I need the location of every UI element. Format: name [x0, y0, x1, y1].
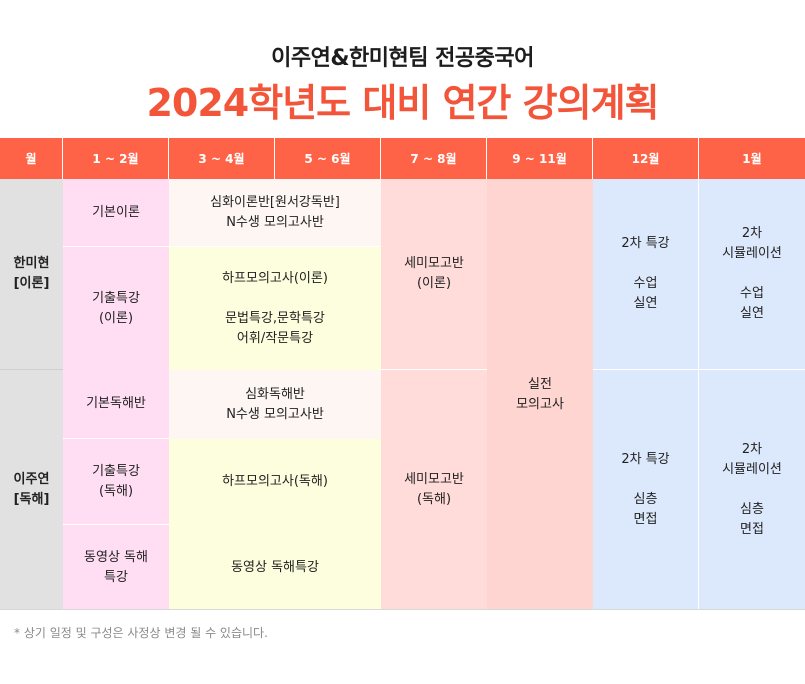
cell-hmh-half: 하프모의고사(이론) 문법특강,문학특강 어휘/작문특강: [169, 247, 381, 370]
cell-ljy-video-course: 동영상 독해특강: [169, 525, 381, 610]
footnote: * 상기 일정 및 구성은 사정상 변경 될 수 있습니다.: [14, 626, 268, 640]
col-header-dec: 12월: [593, 138, 699, 179]
col-header-may-jun: 5 ~ 6월: [275, 138, 381, 179]
page-title: 2024학년도 대비 연간 강의계획: [146, 81, 659, 125]
col-header-sep-nov: 9 ~ 11월: [487, 138, 593, 179]
cell-ljy-basic: 기본독해반: [63, 370, 169, 439]
cell-ljy-intensive: 심화독해반 N수생 모의고사반: [169, 370, 381, 439]
cell-ljy-dec: 2차 특강 심층 면접: [593, 370, 699, 610]
col-header-month: 월: [0, 138, 63, 179]
group-label-hanmihyun: 한미현 [이론]: [0, 179, 63, 370]
col-header-jan-feb: 1 ~ 2월: [63, 138, 169, 179]
cell-ljy-seminar: 세미모고반 (독해): [381, 370, 487, 610]
cell-hmh-past: 기출특강 (이론): [63, 247, 169, 370]
cell-hmh-dec: 2차 특강 수업 실연: [593, 179, 699, 370]
col-header-jan: 1월: [699, 138, 805, 179]
table-bottom-divider: [0, 609, 805, 610]
cell-ljy-jan: 2차 시뮬레이션 심층 면접: [699, 370, 805, 610]
cell-hmh-intensive: 심화이론반[원서강독반] N수생 모의고사반: [169, 179, 381, 247]
cell-ljy-video: 동영상 독해 특강: [63, 525, 169, 610]
group-label-leejuyeon: 이주연 [독해]: [0, 370, 63, 610]
cell-hmh-seminar: 세미모고반 (이론): [381, 179, 487, 370]
page-header: 이주연&한미현팀 전공중국어 2024학년도 대비 연간 강의계획: [0, 0, 805, 138]
cell-ljy-past: 기출특강 (독해): [63, 439, 169, 525]
col-header-mar-apr: 3 ~ 4월: [169, 138, 275, 179]
cell-ljy-half: 하프모의고사(독해): [169, 439, 381, 525]
cell-hmh-jan: 2차 시뮬레이션 수업 실연: [699, 179, 805, 370]
page-subtitle: 이주연&한미현팀 전공중국어: [271, 46, 534, 71]
col-header-jul-aug: 7 ~ 8월: [381, 138, 487, 179]
cell-hmh-basic: 기본이론: [63, 179, 169, 247]
cell-mock-exam: 실전 모의고사: [487, 179, 593, 610]
